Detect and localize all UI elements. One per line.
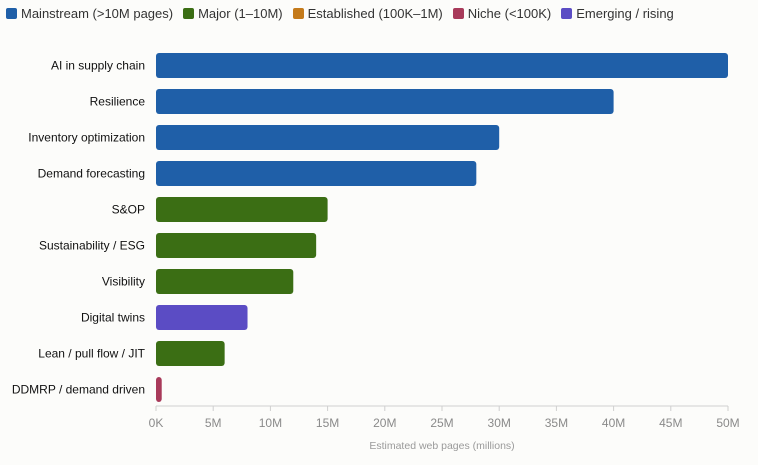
legend-item-major[interactable]: Major (1–10M) — [183, 6, 283, 21]
x-tick-label: 5M — [205, 416, 222, 430]
legend-swatch-established — [292, 8, 304, 19]
x-tick-label: 50M — [716, 416, 739, 430]
category-label-ai-in-supply-chain: AI in supply chain — [51, 59, 145, 73]
bar-lean-pull-flow-jit[interactable] — [156, 341, 225, 366]
bar-digital-twins[interactable] — [156, 305, 248, 330]
legend-swatch-mainstream — [6, 8, 17, 19]
bar-ddmrp-demand-driven[interactable] — [156, 377, 162, 402]
bar-visibility[interactable] — [156, 269, 294, 294]
category-label-demand-forecasting: Demand forecasting — [38, 167, 145, 181]
x-tick-label: 30M — [488, 416, 511, 430]
x-axis-title: Estimated web pages (millions) — [369, 440, 514, 452]
x-tick-label: 35M — [545, 416, 568, 430]
x-tick-label: 45M — [659, 416, 682, 430]
category-label-ddmrp-demand-driven: DDMRP / demand driven — [12, 383, 145, 397]
legend-swatch-emerging — [561, 8, 573, 19]
category-label-digital-twins: Digital twins — [81, 311, 145, 325]
x-tick-label: 20M — [373, 416, 396, 430]
legend-label-mainstream: Mainstream (>10M pages) — [21, 6, 174, 21]
bar-demand-forecasting[interactable] — [156, 161, 477, 186]
legend-item-mainstream[interactable]: Mainstream (>10M pages) — [6, 6, 173, 21]
bar-inventory-optimization[interactable] — [156, 125, 500, 150]
category-labels: AI in supply chain Resilience Inventory op… — [12, 59, 146, 397]
bar-ai-in-supply-chain[interactable] — [156, 53, 728, 78]
bar-sustainability-esg[interactable] — [156, 233, 317, 258]
legend-item-emerging[interactable]: Emerging / rising — [561, 6, 674, 21]
bar-resilience[interactable] — [156, 89, 614, 114]
legend-label-niche: Niche (<100K) — [467, 6, 552, 21]
legend-item-niche[interactable]: Niche (<100K) — [452, 6, 552, 21]
category-label-resilience: Resilience — [90, 95, 146, 109]
legend-label-established: Established (100K–1M) — [307, 6, 443, 21]
x-tick-label: 0K — [149, 416, 164, 430]
x-tick-label: 15M — [316, 416, 339, 430]
x-axis-ticks: 0K 5M 10M 15M 20M 25M 30M 35M 40M 45M 50M — [149, 406, 740, 430]
legend-label-emerging: Emerging / rising — [576, 6, 674, 21]
category-label-visibility: Visibility — [102, 275, 145, 289]
category-label-lean-pull-flow-jit: Lean / pull flow / JIT — [38, 347, 145, 361]
chart-legend: Mainstream (>10M pages) Major (1–10M) Es… — [6, 6, 674, 21]
x-tick-label: 40M — [602, 416, 625, 430]
legend-swatch-niche — [452, 8, 464, 19]
legend-label-major: Major (1–10M) — [198, 6, 283, 21]
legend-item-established[interactable]: Established (100K–1M) — [292, 6, 443, 21]
x-tick-label: 25M — [430, 416, 453, 430]
category-label-inventory-optimization: Inventory optimization — [28, 131, 145, 145]
bars-group — [156, 53, 728, 402]
category-label-sustainability-esg: Sustainability / ESG — [39, 239, 145, 253]
x-tick-label: 10M — [259, 416, 282, 430]
category-label-s-op: S&OP — [112, 203, 145, 217]
bar-s-op[interactable] — [156, 197, 328, 222]
legend-swatch-major — [183, 8, 195, 19]
